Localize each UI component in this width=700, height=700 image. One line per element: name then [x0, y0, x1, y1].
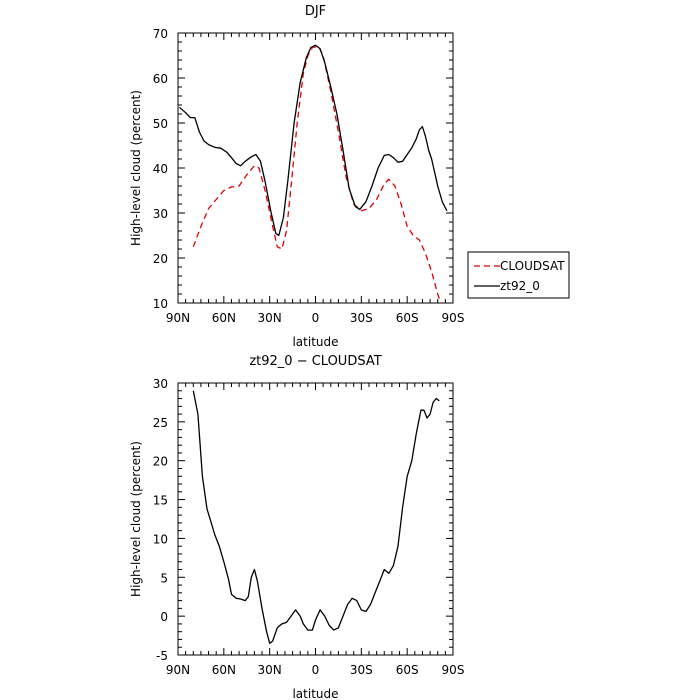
y-tick-label: 30 — [153, 207, 168, 221]
x-tick-label: 0 — [312, 663, 320, 677]
x-tick-label: 60S — [396, 663, 419, 677]
y-tick-label: 10 — [153, 297, 168, 311]
x-tick-label: 30N — [258, 663, 282, 677]
top-panel: 90N 60N 30N 0 30S 60S 90S 10 20 30 40 50 60 70 DJF lati… — [129, 4, 570, 349]
legend-label: CLOUDSAT — [500, 259, 565, 273]
series-line-series-0 — [192, 390, 440, 644]
y-tick-label: 60 — [153, 72, 168, 86]
x-tick-label: 60N — [212, 663, 236, 677]
y-tick-label: 20 — [153, 252, 168, 266]
series-line-zt92-0 — [179, 44, 448, 237]
x-tick-label: 90S — [442, 311, 465, 325]
plot-frame — [177, 32, 454, 304]
y-tick-label: 0 — [160, 610, 168, 624]
y-axis-label: High-level cloud (percent) — [129, 90, 143, 246]
y-tick-label: 40 — [153, 162, 168, 176]
x-tick-label: 60N — [212, 311, 236, 325]
chart-title: zt92_0 − CLOUDSAT — [249, 354, 381, 369]
y-tick-label: 10 — [153, 532, 168, 546]
y-tick-label: -5 — [156, 649, 168, 663]
plot-frame — [177, 382, 454, 656]
y-tick-label: 50 — [153, 117, 168, 131]
x-axis-label: latitude — [292, 335, 338, 349]
x-tick-label: 30S — [350, 663, 373, 677]
x-tick-label: 60S — [396, 311, 419, 325]
x-tick-label: 90N — [166, 311, 190, 325]
x-tick-label: 30S — [350, 311, 373, 325]
y-axis-label: High-level cloud (percent) — [129, 441, 143, 597]
y-tick-label: 30 — [153, 377, 168, 391]
y-tick-label: 70 — [153, 27, 168, 41]
legend-label: zt92_0 — [500, 279, 540, 293]
x-tick-label: 90N — [166, 663, 190, 677]
x-axis-label: latitude — [292, 687, 338, 700]
bottom-panel: 90N 60N 30N 0 30S 60S 90S -5 0 5 10 15 20 25 30 zt92_0 … — [129, 354, 464, 700]
series-line-cloudsat — [192, 45, 442, 304]
x-tick-label: 90S — [442, 663, 465, 677]
x-tick-label: 0 — [312, 311, 320, 325]
y-tick-label: 5 — [160, 571, 168, 585]
legend-box — [467, 251, 570, 299]
y-tick-label: 25 — [153, 416, 168, 430]
x-tick-label: 30N — [258, 311, 282, 325]
y-tick-label: 15 — [153, 494, 168, 508]
y-tick-label: 20 — [153, 455, 168, 469]
chart-title: DJF — [305, 4, 326, 19]
